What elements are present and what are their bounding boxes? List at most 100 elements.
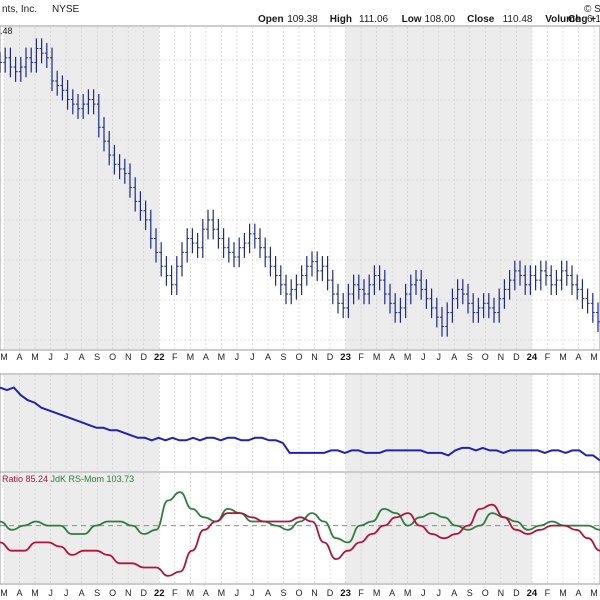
month-tick-label: 24	[527, 588, 538, 599]
price-bar	[528, 265, 533, 295]
month-tick-label: A	[265, 352, 271, 362]
price-bar	[237, 237, 242, 268]
month-tick-label: 23	[340, 588, 351, 599]
jdk-legend: Ratio 85.24 JdK RS-Mom 103.73	[2, 474, 134, 484]
price-bar	[117, 154, 122, 180]
month-tick-label: M	[218, 352, 226, 362]
month-tick-label: A	[203, 588, 209, 598]
month-tick-label: J	[421, 588, 426, 598]
month-tick-label: M	[31, 352, 39, 362]
price-bar	[518, 260, 522, 286]
month-tick-label: A	[389, 588, 395, 598]
price-bar	[554, 269, 559, 295]
month-tick-label: A	[17, 588, 23, 598]
month-tick-label: O	[109, 588, 116, 598]
month-tick-label: 22	[154, 352, 165, 363]
price-bar	[3, 47, 8, 73]
price-bar	[268, 246, 273, 277]
ohlcv-label: High	[330, 14, 352, 25]
price-bar	[434, 297, 439, 328]
month-tick-label: A	[203, 352, 209, 362]
ohlcv-value: 108.00	[425, 14, 456, 25]
price-bar	[346, 283, 351, 319]
month-tick-label: A	[575, 352, 581, 362]
price-bar	[39, 38, 44, 64]
change-label: Chg +	[568, 14, 596, 25]
price-bar	[471, 293, 476, 323]
price-bar	[414, 269, 418, 295]
price-bar	[367, 274, 372, 305]
price-bar	[440, 307, 444, 337]
price-bar	[206, 209, 210, 240]
price-bar	[320, 256, 325, 282]
price-bar	[294, 274, 299, 300]
price-bar	[247, 223, 252, 254]
price-bar	[304, 256, 309, 286]
month-tick-label: N	[311, 352, 318, 362]
price-bar	[221, 228, 226, 258]
price-bar	[13, 56, 18, 82]
price-bar	[252, 223, 257, 249]
month-tick-label: A	[265, 588, 271, 598]
price-bar	[424, 279, 429, 309]
price-bars	[0, 38, 600, 337]
price-bar	[216, 219, 221, 249]
price-bar	[362, 279, 366, 305]
price-bar	[299, 265, 304, 295]
price-bar	[466, 283, 470, 314]
price-bar	[164, 256, 169, 286]
price-bar	[55, 70, 60, 96]
price-bar	[112, 144, 117, 175]
relative-strength-panel	[0, 373, 600, 473]
month-tick-label: M	[31, 588, 39, 598]
month-tick-label: O	[295, 588, 302, 598]
month-tick-label: M	[218, 588, 226, 598]
price-bar	[570, 265, 574, 295]
price-bar	[195, 232, 200, 258]
month-tick-label: J	[235, 588, 240, 598]
month-tick-label: F	[545, 588, 551, 598]
price-bar	[507, 269, 512, 300]
price-bar	[60, 75, 65, 101]
month-axis-bottom: M A M J J A S O N D 22 F M A M J J A S O N D 23 F M A M J J A S O N D 24 F M…	[0, 588, 598, 599]
month-tick-label: J	[64, 352, 69, 362]
price-bar	[492, 297, 496, 323]
price-bar	[102, 117, 106, 152]
month-tick-label: M	[0, 352, 8, 362]
price-bar	[538, 260, 543, 291]
price-bar	[70, 89, 75, 115]
exchange-label: NYSE	[52, 4, 80, 15]
price-bar	[398, 297, 403, 323]
month-tick-label: F	[358, 352, 364, 362]
month-tick-label: O	[482, 352, 489, 362]
month-tick-label: M	[559, 588, 567, 598]
price-bar	[242, 232, 247, 258]
price-bar	[356, 274, 361, 300]
month-tick-label: J	[64, 588, 69, 598]
price-bar	[310, 251, 314, 277]
month-tick-label: D	[327, 588, 334, 598]
price-bar	[580, 279, 585, 309]
price-bar	[549, 265, 554, 295]
price-bar	[86, 89, 91, 115]
month-tick-label: S	[280, 352, 286, 362]
month-tick-label: A	[451, 352, 457, 362]
price-bar	[590, 293, 595, 323]
price-bar	[408, 274, 413, 305]
month-tick-label: J	[250, 588, 255, 598]
month-tick-label: A	[575, 588, 581, 598]
price-bar	[393, 293, 398, 323]
price-bar	[544, 260, 548, 286]
price-bar	[533, 265, 538, 291]
price-bar	[372, 265, 377, 295]
price-bar	[284, 274, 288, 305]
price-bar	[128, 163, 132, 198]
month-tick-label: A	[389, 352, 395, 362]
jdk-legend-item: JdK RS-Mom 103.73	[48, 474, 134, 484]
jdk-ratio-line	[0, 503, 600, 577]
month-tick-label: F	[172, 588, 178, 598]
price-bar	[81, 93, 86, 119]
month-tick-label: F	[172, 352, 178, 362]
month-tick-label: J	[421, 352, 426, 362]
